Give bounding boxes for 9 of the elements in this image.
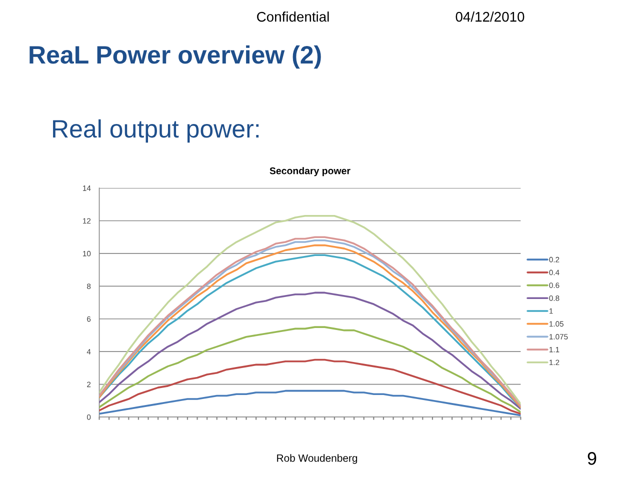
text: ReaL Power overview (2) (30, 45, 321, 69)
text: Rob Woudenberg (277, 454, 358, 464)
text: 9 (588, 452, 596, 465)
text: Real output power: (53, 119, 259, 143)
chart-title: Secondary power (270, 167, 350, 176)
line-series (99, 292, 521, 410)
text: 04/12/2010 (456, 12, 524, 22)
line-series (99, 326, 521, 414)
text: Confidential (257, 12, 329, 22)
